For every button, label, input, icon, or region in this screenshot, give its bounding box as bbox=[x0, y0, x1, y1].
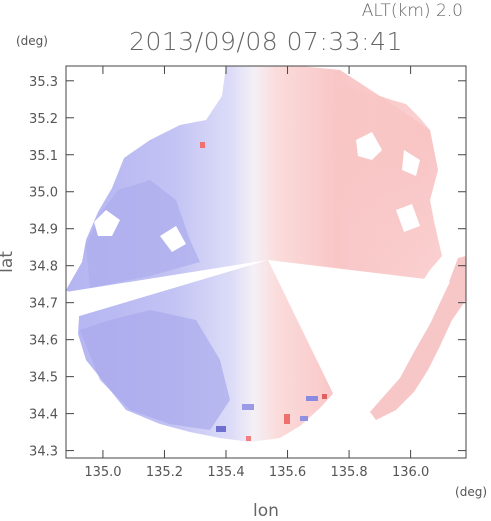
y-axis: 34.3 34.4 34.5 34.6 34.7 34.8 34.9 35.0 35.1 35.2… bbox=[29, 75, 466, 460]
velocity-field bbox=[66, 66, 466, 442]
y-tick-label: 34.5 bbox=[29, 371, 58, 386]
plot-frame bbox=[65, 65, 467, 459]
y-tick-label: 34.4 bbox=[29, 408, 58, 423]
blank-west-sector bbox=[66, 260, 268, 320]
y-tick-label: 34.9 bbox=[29, 223, 58, 238]
y-tick-label: 35.0 bbox=[29, 186, 58, 201]
x-axis: 135.0 135.2 135.4 135.6 135.8 136.0 bbox=[84, 66, 429, 480]
y-tick-label: 34.8 bbox=[29, 260, 58, 275]
x-tick-label: 135.2 bbox=[146, 465, 183, 480]
hole-3 bbox=[356, 132, 382, 160]
x-tick-label: 136.0 bbox=[392, 465, 429, 480]
x-unit-label: (deg) bbox=[455, 485, 487, 499]
x-tick-label: 135.0 bbox=[84, 465, 121, 480]
echo-east-band bbox=[370, 256, 466, 420]
y-tick-label: 34.3 bbox=[29, 445, 58, 460]
x-tick-label: 135.6 bbox=[269, 465, 306, 480]
echo-southwest-core bbox=[80, 310, 230, 430]
plot-area bbox=[66, 66, 466, 442]
y-tick-label: 34.6 bbox=[29, 334, 58, 349]
y-unit-label: (deg) bbox=[16, 34, 48, 48]
y-axis-label: lat bbox=[0, 251, 17, 273]
blank-east-sector bbox=[268, 260, 450, 420]
speckles bbox=[200, 142, 327, 441]
hole-1 bbox=[94, 210, 120, 236]
y-tick-label: 35.1 bbox=[29, 149, 58, 164]
x-tick-label: 135.4 bbox=[207, 465, 244, 480]
x-tick-label: 135.8 bbox=[330, 465, 367, 480]
y-tick-label: 35.2 bbox=[29, 112, 58, 127]
hole-5 bbox=[402, 150, 420, 176]
y-tick-label: 34.7 bbox=[29, 297, 58, 312]
hole-2 bbox=[160, 226, 186, 252]
echo-west-core bbox=[86, 180, 200, 288]
echo-main-tint bbox=[280, 66, 442, 330]
chart-title: 2013/09/08 07:33:41 bbox=[129, 27, 403, 56]
y-tick-label: 35.3 bbox=[29, 75, 58, 90]
x-axis-label: lon bbox=[253, 501, 279, 521]
altitude-label: ALT(km) 2.0 bbox=[362, 1, 463, 21]
hole-4 bbox=[396, 204, 420, 232]
